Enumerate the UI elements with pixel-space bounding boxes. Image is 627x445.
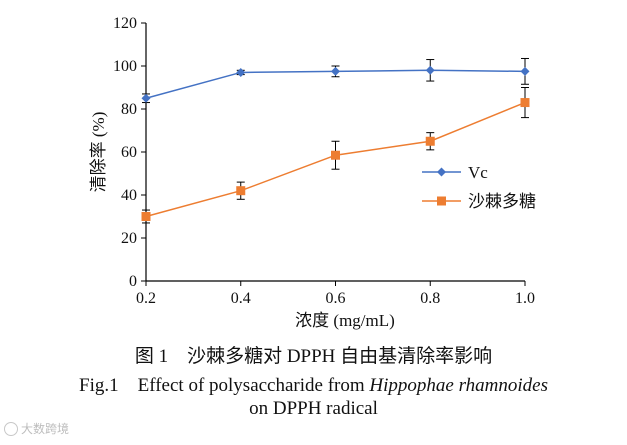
y-tick-label: 40 <box>121 187 137 204</box>
x-tick-label: 1.0 <box>515 290 535 307</box>
x-axis-label: 浓度 (mg/mL) <box>295 311 395 330</box>
watermark-text: 大数跨境 <box>21 422 70 436</box>
figure-caption-en: Fig.1 Effect of polysaccharide from Hipp… <box>0 370 627 397</box>
y-tick-label: 100 <box>113 58 137 75</box>
series-layer <box>141 57 530 224</box>
legend-item: 沙棘多糖 <box>422 192 536 211</box>
data-point <box>331 66 340 76</box>
figure-caption-cn: 图 1 沙棘多糖对 DPPH 自由基清除率影响 <box>134 346 493 367</box>
caption-en-species: Hippophae rhamnoides <box>369 375 548 396</box>
x-tick-label: 0.2 <box>136 290 156 307</box>
y-tick-label: 120 <box>113 15 137 32</box>
series-2 <box>141 87 530 224</box>
x-ticks: 0.2 0.4 0.6 0.8 1.0 <box>136 281 535 307</box>
y-tick-label: 80 <box>121 101 137 118</box>
data-point <box>425 65 435 75</box>
x-tick-label: 0.8 <box>420 290 440 307</box>
data-point <box>425 136 435 146</box>
series-1 <box>141 57 530 104</box>
data-point <box>331 150 340 160</box>
data-point <box>141 93 151 103</box>
data-point <box>236 186 246 196</box>
y-tick-label: 0 <box>129 273 137 290</box>
data-point <box>520 98 530 108</box>
y-axis-label: 清除率 (%) <box>89 112 108 193</box>
chart: 0.2 0.4 0.6 0.8 1.0 0 20 40 60 80 100 120 Vc 沙棘多糖 浓… <box>89 15 536 330</box>
legend-label: 沙棘多糖 <box>468 192 536 211</box>
legend-item: Vc <box>422 163 488 182</box>
caption-en-prefix: Fig.1 Effect of polysaccharide from <box>79 375 370 396</box>
data-point <box>236 67 246 77</box>
y-tick-label: 60 <box>121 144 137 161</box>
data-point <box>141 212 151 221</box>
legend: Vc 沙棘多糖 <box>422 163 536 211</box>
y-tick-label: 20 <box>121 230 137 247</box>
legend-marker <box>437 167 446 177</box>
legend-label: Vc <box>468 163 488 182</box>
watermark: 大数跨境 <box>4 420 69 437</box>
legend-marker <box>437 196 446 206</box>
y-ticks: 0 20 40 60 80 100 120 <box>113 15 146 290</box>
data-point <box>520 66 530 76</box>
x-tick-label: 0.4 <box>231 290 251 307</box>
figure-caption-en-line2: on DPPH radical <box>249 398 378 419</box>
brand-logo-icon <box>4 421 18 436</box>
x-tick-label: 0.6 <box>326 290 346 307</box>
